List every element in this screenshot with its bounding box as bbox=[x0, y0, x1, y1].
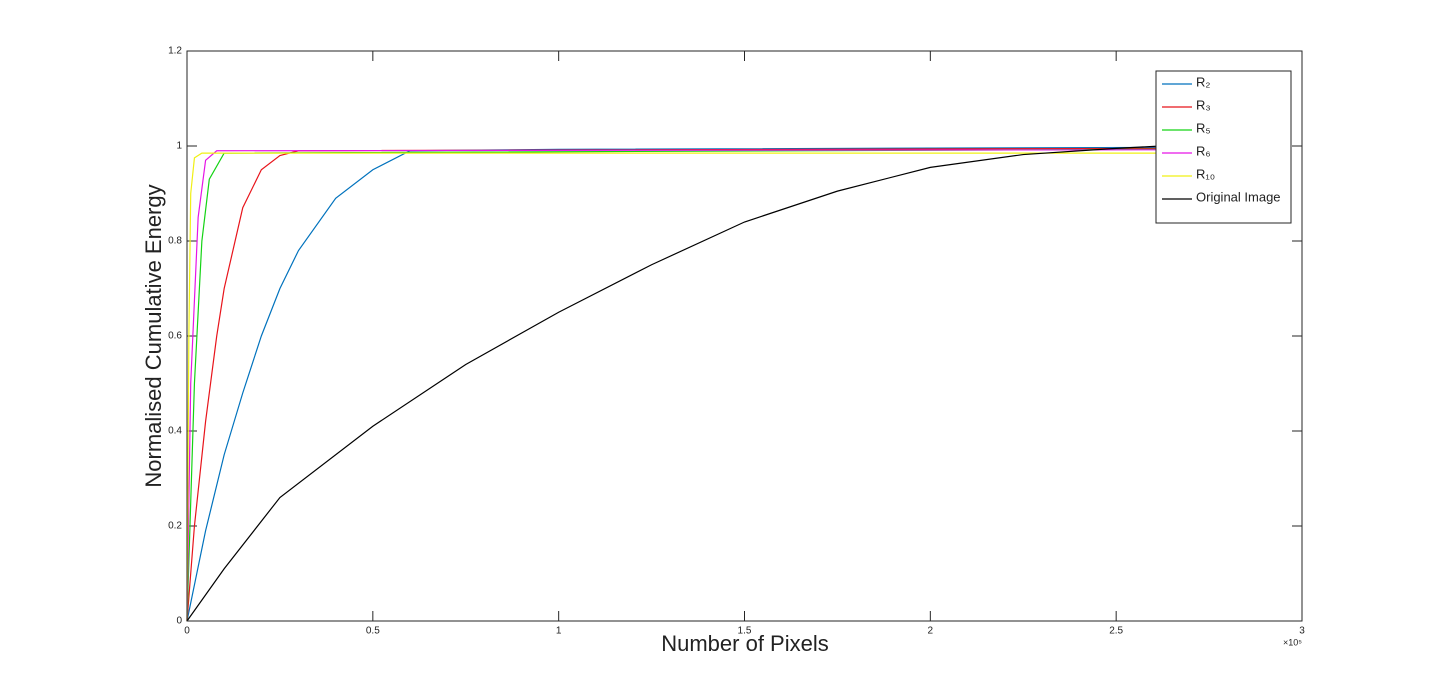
series-line bbox=[186, 152, 1161, 622]
y-tick-label: 0 bbox=[176, 616, 182, 627]
legend: R₂ R₃ R₅ R₆ R₁₀ Original Image bbox=[1155, 70, 1292, 224]
y-tick-label: 0.8 bbox=[168, 236, 182, 247]
series-line bbox=[186, 148, 1161, 622]
x-tick-label: 2 bbox=[928, 626, 934, 637]
x-tick-label: 1.5 bbox=[738, 626, 752, 637]
series-line bbox=[186, 145, 1161, 622]
x-tick-label: 3 bbox=[1299, 626, 1305, 637]
legend-label: Original Image bbox=[1196, 189, 1281, 204]
legend-label: R₃ bbox=[1196, 97, 1211, 112]
x-tick-label: 0.5 bbox=[366, 626, 380, 637]
series-line bbox=[186, 149, 1161, 622]
y-tick-label: 1 bbox=[176, 141, 182, 152]
x-tick-label: 2.5 bbox=[1109, 626, 1123, 637]
y-tick-label: 1.2 bbox=[168, 46, 182, 57]
plot-frame bbox=[186, 50, 1303, 622]
x-axis-label: Number of Pixels bbox=[661, 631, 829, 656]
legend-label: R₁₀ bbox=[1196, 166, 1215, 181]
legend-label: R₅ bbox=[1196, 120, 1211, 135]
x-tick-label: 1 bbox=[556, 626, 562, 637]
x-exponent-label: ×10⁵ bbox=[1283, 637, 1302, 647]
x-tick-label: 0 bbox=[184, 626, 190, 637]
legend-box bbox=[1155, 70, 1292, 224]
y-axis-label: Normalised Cumulative Energy bbox=[141, 184, 166, 487]
y-tick-label: 0.2 bbox=[168, 521, 182, 532]
y-tick-label: 0.6 bbox=[168, 331, 182, 342]
legend-label: R₆ bbox=[1196, 143, 1211, 158]
y-tick-label: 0.4 bbox=[168, 426, 182, 437]
legend-label: R₂ bbox=[1196, 74, 1210, 89]
